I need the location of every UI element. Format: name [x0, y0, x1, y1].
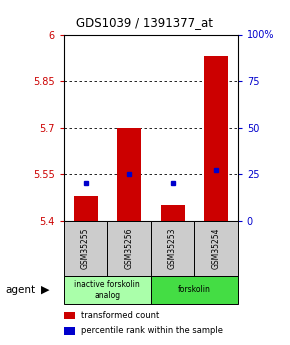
- Bar: [74, 196, 97, 221]
- Text: percentile rank within the sample: percentile rank within the sample: [81, 326, 223, 335]
- FancyBboxPatch shape: [64, 276, 151, 304]
- Text: transformed count: transformed count: [81, 311, 160, 320]
- Text: GSM35256: GSM35256: [124, 228, 134, 269]
- Text: inactive forskolin
analog: inactive forskolin analog: [75, 280, 140, 299]
- Text: GSM35253: GSM35253: [168, 228, 177, 269]
- Bar: [204, 56, 228, 221]
- Text: agent: agent: [6, 285, 36, 295]
- FancyBboxPatch shape: [151, 221, 194, 276]
- Text: GSM35254: GSM35254: [211, 228, 221, 269]
- Text: GDS1039 / 1391377_at: GDS1039 / 1391377_at: [77, 16, 213, 29]
- FancyBboxPatch shape: [151, 276, 238, 304]
- FancyBboxPatch shape: [107, 221, 151, 276]
- Text: ▶: ▶: [41, 285, 49, 295]
- FancyBboxPatch shape: [194, 221, 238, 276]
- Bar: [117, 128, 141, 221]
- Text: forskolin: forskolin: [178, 285, 211, 294]
- FancyBboxPatch shape: [64, 221, 107, 276]
- Text: GSM35255: GSM35255: [81, 228, 90, 269]
- Bar: [161, 205, 184, 221]
